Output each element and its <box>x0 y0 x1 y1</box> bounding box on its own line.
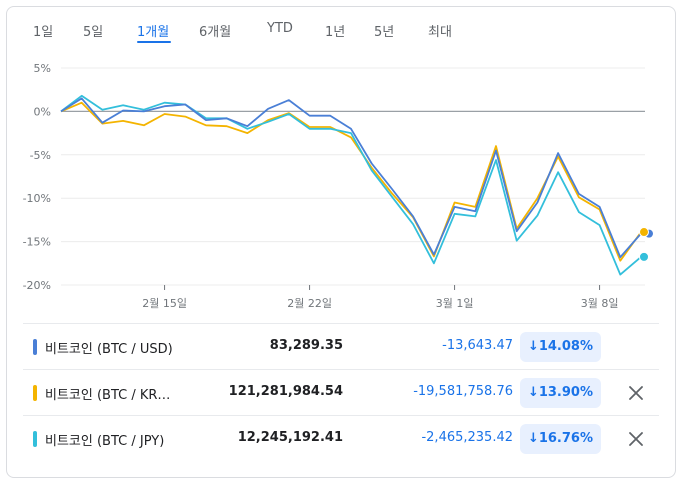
series-change: -2,465,235.42 <box>421 430 513 445</box>
legend-row-krw[interactable]: 비트코인 (BTC / KR… 121,281,984.54 -19,581,7… <box>23 369 659 416</box>
series-swatch <box>33 431 37 447</box>
x-tick-label: 3월 8일 <box>581 296 619 310</box>
tab-ytd[interactable]: YTD <box>267 21 293 36</box>
tab-1m[interactable]: 1개월 <box>137 25 170 40</box>
series-price: 83,289.35 <box>269 338 343 353</box>
active-tab-underline <box>137 41 171 43</box>
series-percent-badge: ↓13.90% <box>519 378 601 408</box>
close-icon <box>629 386 643 400</box>
series-name: 비트코인 (BTC / USD) <box>45 342 173 357</box>
series-price: 121,281,984.54 <box>228 384 343 399</box>
series-percent-badge: ↓14.08% <box>519 332 601 362</box>
x-tick-label: 2월 15일 <box>142 296 187 310</box>
series-line <box>60 97 642 259</box>
series-change: -19,581,758.76 <box>413 384 513 399</box>
close-icon <box>629 432 643 446</box>
series-price: 12,245,192.41 <box>237 430 343 445</box>
series-name: 비트코인 (BTC / JPY) <box>45 434 165 449</box>
remove-series-button[interactable] <box>623 426 649 452</box>
series-change: -13,643.47 <box>442 338 513 353</box>
chart-card: 1일 5일 1개월 6개월 YTD 1년 5년 최대 5% 0% -5% -10% -1… <box>6 6 676 478</box>
legend-row-jpy[interactable]: 비트코인 (BTC / JPY) 12,245,192.41 -2,465,23… <box>23 415 659 462</box>
x-tick-label: 3월 1일 <box>436 296 474 310</box>
tab-max[interactable]: 최대 <box>428 25 452 40</box>
y-tick-label: -10% <box>23 192 51 205</box>
series-line <box>60 94 642 276</box>
tab-5y[interactable]: 5년 <box>374 25 395 40</box>
legend-row-usd[interactable]: 비트코인 (BTC / USD) 83,289.35 -13,643.47 ↓1… <box>23 323 659 370</box>
series-name: 비트코인 (BTC / KR… <box>45 388 171 403</box>
tab-1d[interactable]: 1일 <box>33 25 54 40</box>
y-tick-label: -15% <box>23 236 51 249</box>
series-swatch <box>33 339 37 355</box>
series-swatch <box>33 385 37 401</box>
y-tick-label: -20% <box>23 279 51 292</box>
series-end-dot <box>639 251 649 262</box>
y-tick-label: -5% <box>30 149 51 162</box>
remove-series-button[interactable] <box>623 380 649 406</box>
series-end-dot <box>639 227 649 238</box>
y-tick-label: 5% <box>34 62 51 75</box>
tab-5d[interactable]: 5일 <box>83 25 104 40</box>
x-tick-label: 2월 22일 <box>287 296 332 310</box>
tab-1y[interactable]: 1년 <box>325 25 346 40</box>
range-tabs: 1일 5일 1개월 6개월 YTD 1년 5년 최대 <box>7 7 675 53</box>
y-tick-label: 0% <box>34 105 51 118</box>
line-chart: 5% 0% -5% -10% -15% -20% 2월 15일 2월 22일 3월 1일 3월 8… <box>23 62 654 310</box>
tab-6m[interactable]: 6개월 <box>199 25 232 40</box>
series-percent-badge: ↓16.76% <box>519 424 601 454</box>
